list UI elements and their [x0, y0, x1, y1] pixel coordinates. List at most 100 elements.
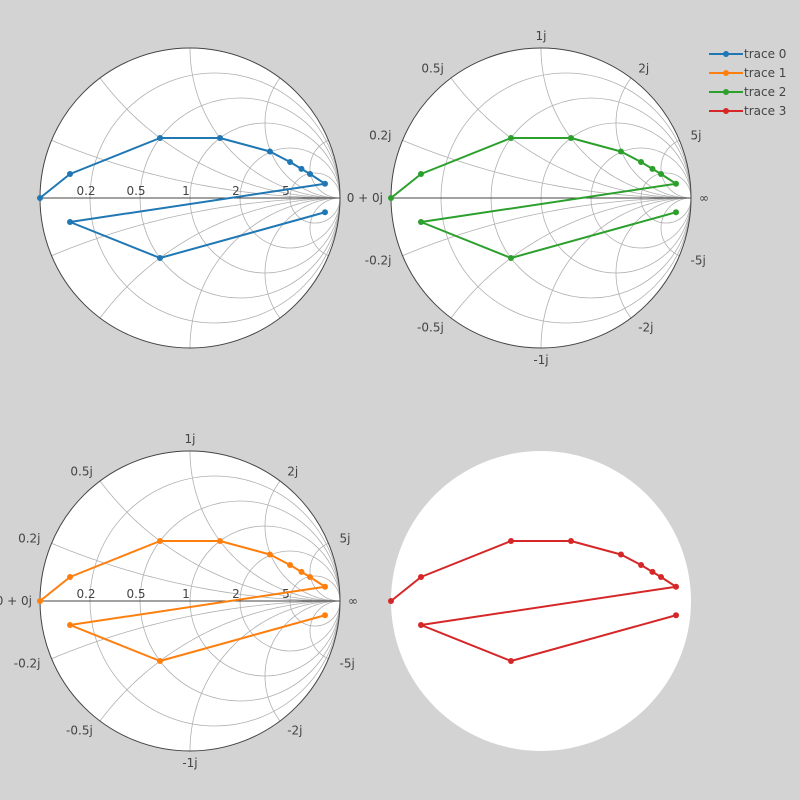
legend: trace 0 trace 1 trace 2 trace 3 — [700, 44, 800, 120]
trace-point-2[interactable] — [508, 135, 514, 141]
smith-subplot-top-left: 0.2 0.5 1 2 5 — [37, 47, 341, 349]
trace-point-2[interactable] — [388, 195, 394, 201]
legend-label-trace-2: trace 2 — [744, 84, 787, 99]
trace-point-3[interactable] — [568, 538, 574, 544]
trace-point-2[interactable] — [508, 255, 514, 261]
real-tick-label: 0.2 — [76, 184, 95, 198]
trace-point-1[interactable] — [287, 562, 294, 568]
imag-tick-label-negative: -5j — [691, 253, 706, 267]
trace-point-1[interactable] — [67, 574, 73, 580]
imag-tick-label-negative: -5j — [340, 656, 355, 670]
imag-tick-label-positive: 0.2j — [18, 532, 40, 546]
imag-tick-label-positive: 2j — [638, 61, 649, 75]
trace-point-3[interactable] — [649, 568, 656, 575]
trace-point-3[interactable] — [658, 574, 664, 580]
trace-line-0 — [39, 137, 326, 259]
legend-swatch-trace-1 — [709, 67, 743, 79]
imag-tick-label-infinity: ∞ — [699, 191, 709, 205]
trace-point-2[interactable] — [617, 148, 624, 155]
trace-point-0[interactable] — [157, 255, 163, 261]
trace-point-2[interactable] — [658, 171, 664, 177]
trace-point-0[interactable] — [307, 171, 313, 177]
trace-point-2[interactable] — [418, 171, 424, 177]
trace-point-0[interactable] — [287, 159, 294, 165]
imag-tick-label-negative: -0.5j — [66, 724, 93, 738]
trace-point-3[interactable] — [388, 598, 394, 604]
real-tick-label: 2 — [232, 184, 240, 198]
legend-label-trace-0: trace 0 — [744, 46, 787, 61]
trace-point-3[interactable] — [418, 622, 424, 628]
trace-point-3[interactable] — [673, 583, 679, 590]
legend-label-trace-3: trace 3 — [744, 103, 787, 118]
imag-tick-label-negative: -2j — [638, 321, 653, 335]
imag-tick-label-positive: 1j — [536, 29, 547, 43]
smith-plot-area — [391, 451, 691, 751]
imag-tick-label-positive: 5j — [691, 129, 702, 143]
trace-point-0[interactable] — [67, 171, 73, 177]
trace-point-0[interactable] — [266, 148, 273, 155]
trace-point-3[interactable] — [508, 538, 514, 544]
real-tick-label: 5 — [282, 184, 290, 198]
smith-subplot-bottom-right — [388, 451, 691, 751]
real-tick-label: 0.5 — [126, 184, 145, 198]
legend-item-trace-2[interactable]: trace 2 — [700, 82, 800, 101]
trace-point-1[interactable] — [157, 538, 163, 544]
imag-tick-label-positive: 0.5j — [421, 61, 443, 75]
trace-point-1[interactable] — [157, 658, 163, 664]
trace-point-3[interactable] — [418, 574, 424, 580]
trace-point-1[interactable] — [322, 583, 328, 590]
trace-point-2[interactable] — [418, 219, 424, 225]
imag-tick-label-origin: 0 + 0j — [347, 191, 383, 205]
imag-tick-label-negative: -0.5j — [417, 321, 444, 335]
imag-tick-label-positive: 0.2j — [369, 129, 391, 143]
imag-tick-label-positive: 5j — [340, 532, 351, 546]
imag-tick-label-negative: -1j — [182, 756, 197, 770]
smith-subplot-bottom-left: 0.2 0.5 1 2 5 0.2j 0.5j 1j 2j 5j -0.2j -0.5j -1j -2j -… — [0, 432, 358, 770]
imag-tick-label-positive: 1j — [185, 432, 196, 446]
trace-point-3[interactable] — [638, 562, 645, 568]
imag-tick-label-negative: -2j — [287, 724, 302, 738]
legend-item-trace-1[interactable]: trace 1 — [700, 63, 800, 82]
trace-point-1[interactable] — [37, 598, 43, 604]
legend-item-trace-0[interactable]: trace 0 — [700, 44, 800, 63]
trace-point-1[interactable] — [307, 574, 313, 580]
imag-tick-label-negative: -0.2j — [14, 656, 41, 670]
imag-tick-label-negative: -0.2j — [365, 253, 392, 267]
trace-point-3[interactable] — [508, 658, 514, 664]
trace-point-3[interactable] — [617, 551, 624, 558]
trace-point-2[interactable] — [673, 180, 679, 187]
imag-tick-label-positive: 2j — [287, 464, 298, 478]
trace-point-2[interactable] — [568, 135, 574, 141]
imag-tick-label-positive: 0.5j — [70, 464, 92, 478]
trace-point-1[interactable] — [298, 568, 305, 575]
trace-point-2[interactable] — [649, 165, 656, 172]
trace-point-0[interactable] — [322, 180, 328, 187]
real-tick-label: 1 — [182, 587, 190, 601]
legend-item-trace-3[interactable]: trace 3 — [700, 101, 800, 120]
legend-swatch-trace-0 — [709, 48, 743, 60]
legend-swatch-trace-3 — [709, 105, 743, 117]
trace-point-0[interactable] — [67, 219, 73, 225]
trace-point-0[interactable] — [298, 165, 305, 172]
trace-point-0[interactable] — [322, 209, 328, 216]
real-tick-label: 0.5 — [126, 587, 145, 601]
real-tick-label: 1 — [182, 184, 190, 198]
trace-line-2 — [390, 137, 677, 259]
trace-point-3[interactable] — [673, 612, 679, 619]
trace-point-2[interactable] — [673, 209, 679, 216]
trace-point-1[interactable] — [67, 622, 73, 628]
imag-tick-label-negative: -1j — [533, 353, 548, 367]
trace-point-1[interactable] — [266, 551, 273, 558]
trace-line-3 — [390, 540, 677, 662]
trace-point-1[interactable] — [217, 538, 223, 544]
trace-line-1 — [39, 540, 326, 662]
smith-subplot-top-right: 0.2j 0.5j 1j 2j 5j -0.2j -0.5j -1j -2j -5j 0 + 0j ∞ — [347, 29, 709, 367]
trace-point-0[interactable] — [37, 195, 43, 201]
trace-point-0[interactable] — [217, 135, 223, 141]
real-tick-label: 5 — [282, 587, 290, 601]
trace-point-0[interactable] — [157, 135, 163, 141]
legend-label-trace-1: trace 1 — [744, 65, 787, 80]
trace-point-1[interactable] — [322, 612, 328, 619]
trace-point-2[interactable] — [638, 159, 645, 165]
